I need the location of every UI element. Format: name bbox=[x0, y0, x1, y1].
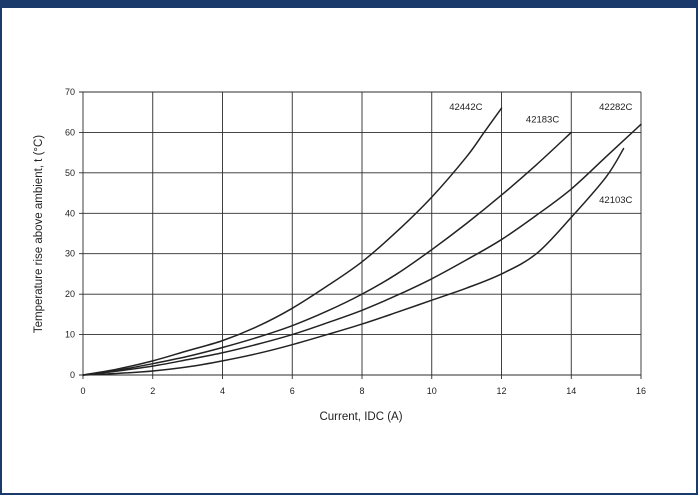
x-tick-label: 14 bbox=[566, 386, 576, 396]
y-tick-label: 20 bbox=[65, 289, 75, 299]
x-tick-label: 12 bbox=[496, 386, 506, 396]
y-tick-label: 30 bbox=[65, 249, 75, 259]
y-tick-label: 10 bbox=[65, 330, 75, 340]
y-tick-label: 60 bbox=[65, 127, 75, 137]
y-tick-label: 50 bbox=[65, 168, 75, 178]
series-label-42183C: 42183C bbox=[526, 114, 559, 125]
series-labels: 42442C 42183C 42282C 42103C bbox=[449, 102, 632, 206]
curves bbox=[82, 107, 642, 376]
series-label-42103C: 42103C bbox=[599, 195, 632, 206]
series-label-42442C: 42442C bbox=[449, 102, 482, 113]
series-line-42103C bbox=[82, 147, 625, 376]
y-axis-label: Temperature rise above ambient, t (°C) bbox=[33, 135, 45, 333]
x-tick-label: 8 bbox=[359, 386, 364, 396]
series-line-42442C bbox=[82, 107, 503, 376]
x-tick-label: 10 bbox=[427, 386, 437, 396]
x-tick-label: 0 bbox=[80, 386, 85, 396]
tick-labels: 0 2 4 6 8 10 12 14 16 0 10 20 30 40 50 60 70 bbox=[65, 87, 646, 396]
x-tick-label: 2 bbox=[150, 386, 155, 396]
x-tick-label: 6 bbox=[290, 386, 295, 396]
x-axis-label: Current, IDC (A) bbox=[319, 411, 402, 423]
y-tick-label: 40 bbox=[65, 208, 75, 218]
x-tick-label: 16 bbox=[636, 386, 646, 396]
grid bbox=[79, 91, 642, 379]
temperature-rise-chart: 0 2 4 6 8 10 12 14 16 0 10 20 30 40 50 60 70 42442C 42183… bbox=[33, 87, 646, 423]
series-line-42183C bbox=[82, 131, 572, 376]
y-tick-label: 0 bbox=[70, 370, 75, 380]
x-tick-label: 4 bbox=[220, 386, 225, 396]
y-tick-label: 70 bbox=[65, 87, 75, 97]
series-label-42282C: 42282C bbox=[599, 102, 632, 113]
top-frame-bar bbox=[2, 0, 696, 8]
series-line-42282C bbox=[82, 123, 642, 376]
